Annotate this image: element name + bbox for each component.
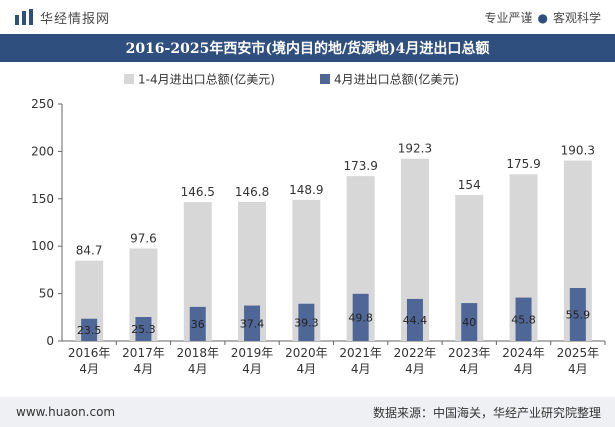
x-tick-label-year: 2017年 <box>122 346 165 360</box>
brand-name: 华经情报网 <box>40 11 111 27</box>
bar-monthly <box>189 306 206 341</box>
data-label-cumulative: 192.3 <box>398 142 432 156</box>
tagline-separator: ● <box>537 10 548 25</box>
x-tick-label-month: 4月 <box>188 362 208 376</box>
data-label-monthly: 55.9 <box>566 309 591 322</box>
tagline-right: 客观科学 <box>552 10 601 25</box>
x-tick-label-year: 2020年 <box>285 346 328 360</box>
bar-monthly <box>352 293 369 341</box>
data-label-cumulative: 148.9 <box>289 183 323 197</box>
bar-monthly <box>406 298 423 341</box>
bar-monthly <box>569 288 586 341</box>
chart-title: 2016-2025年西安市(境内目的地/货源地)4月进出口总额 <box>125 41 490 57</box>
legend-swatch-monthly <box>320 74 330 84</box>
y-tick-label: 200 <box>31 144 54 158</box>
x-tick-label-month: 4月 <box>134 362 154 376</box>
x-tick-label-month: 4月 <box>242 362 262 376</box>
x-tick-label-month: 4月 <box>459 362 479 376</box>
data-label-monthly: 49.8 <box>348 311 373 324</box>
data-label-monthly: 44.4 <box>403 314 428 327</box>
x-tick-label-year: 2019年 <box>231 346 274 360</box>
x-tick-label-year: 2022年 <box>394 346 437 360</box>
y-tick-label: 0 <box>46 334 54 348</box>
x-tick-label-year: 2016年 <box>68 346 111 360</box>
footer-source: 数据来源：中国海关，华经产业研究院整理 <box>372 405 601 420</box>
y-tick-label: 150 <box>31 192 54 206</box>
data-label-monthly: 25.3 <box>131 323 156 336</box>
data-label-cumulative: 154 <box>458 178 481 192</box>
data-label-cumulative: 97.6 <box>130 231 157 245</box>
y-tick-label: 100 <box>31 239 54 253</box>
bar-chart: 1-4月进出口总额(亿美元) 4月进出口总额(亿美元) 0 50 100 150 200 25… <box>31 72 606 376</box>
data-label-cumulative: 190.3 <box>561 144 595 158</box>
bar-monthly <box>135 317 152 341</box>
x-tick-label-month: 4月 <box>405 362 425 376</box>
legend-label-cumulative: 1-4月进出口总额(亿美元) <box>138 72 275 87</box>
bar-monthly <box>298 303 315 341</box>
tagline: 专业严谨 ● 客观科学 <box>484 9 601 26</box>
x-tick-label-year: 2025年 <box>557 346 600 360</box>
data-label-cumulative: 175.9 <box>506 157 540 171</box>
x-tick-label-year: 2018年 <box>176 346 219 360</box>
data-label-monthly: 23.5 <box>77 324 102 337</box>
data-label-cumulative: 173.9 <box>343 159 377 173</box>
bar-monthly <box>244 305 261 341</box>
bar-monthly <box>81 318 98 341</box>
x-tick-label-month: 4月 <box>514 362 534 376</box>
bar-logo-icon <box>15 9 33 25</box>
x-tick-label-year: 2024年 <box>502 346 545 360</box>
bar-monthly <box>515 297 532 341</box>
x-tick-label-month: 4月 <box>568 362 588 376</box>
x-tick-label-month: 4月 <box>297 362 317 376</box>
footer: www.huaon.com 数据来源：中国海关，华经产业研究院整理 <box>0 397 615 427</box>
bar-monthly <box>461 303 478 341</box>
y-tick-label: 250 <box>31 97 54 111</box>
data-label-cumulative: 146.8 <box>235 185 269 199</box>
x-tick-label-year: 2021年 <box>339 346 382 360</box>
data-label-cumulative: 84.7 <box>76 244 103 258</box>
legend-label-monthly: 4月进出口总额(亿美元) <box>334 72 459 87</box>
footer-url: www.huaon.com <box>16 405 116 419</box>
data-label-monthly: 40 <box>462 316 476 329</box>
data-label-monthly: 36 <box>191 318 205 331</box>
data-label-cumulative: 146.5 <box>181 185 215 199</box>
x-tick-label-month: 4月 <box>79 362 99 376</box>
legend-swatch-cumulative <box>124 74 134 84</box>
brand: 华经情报网 <box>14 8 110 27</box>
x-tick-label-year: 2023年 <box>448 346 491 360</box>
top-bar: 华经情报网 专业严谨 ● 客观科学 <box>0 0 615 34</box>
x-tick-label-month: 4月 <box>351 362 371 376</box>
tagline-left: 专业严谨 <box>484 10 533 25</box>
y-tick-label: 50 <box>39 287 54 301</box>
data-label-monthly: 37.4 <box>240 317 265 330</box>
data-label-monthly: 39.3 <box>294 316 319 329</box>
chart-title-bar: 2016-2025年西安市(境内目的地/货源地)4月进出口总额 <box>0 34 615 62</box>
data-label-monthly: 45.8 <box>511 313 536 326</box>
